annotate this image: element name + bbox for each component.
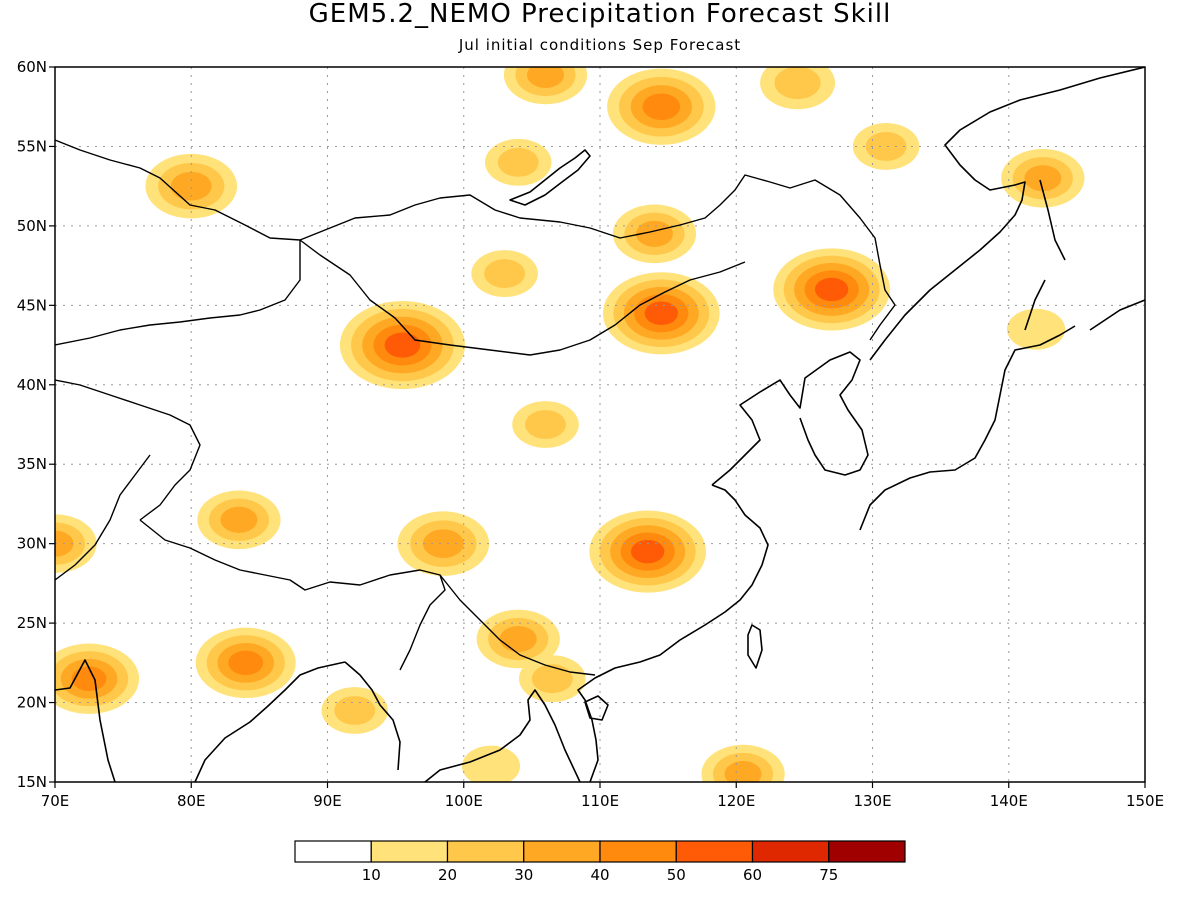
skill-contour-fill [484, 259, 526, 288]
skill-contour-fill [499, 625, 537, 653]
skill-contour-fill [170, 171, 212, 201]
lat-tick-label: 55N [17, 137, 47, 155]
lake-baikal [509, 149, 591, 206]
colorbar-tick-label: 75 [819, 866, 838, 884]
map-gridlines [55, 67, 1145, 782]
lat-tick-label: 35N [17, 455, 47, 473]
figure-title: GEM5.2_NEMO Precipitation Forecast Skill [309, 0, 892, 29]
skill-contour-fill [724, 761, 762, 782]
map-coastlines [55, 67, 1145, 782]
skill-shading [55, 67, 1085, 782]
skill-contour-fill [531, 664, 573, 694]
skill-contour-fill [527, 67, 564, 88]
coastline-japan [859, 279, 1076, 531]
border-central-asia [55, 240, 301, 521]
skill-contour-fill [422, 529, 464, 558]
colorbar-swatch [751, 840, 830, 863]
border-mongolia [299, 239, 746, 356]
lat-tick-label: 40N [17, 376, 47, 394]
colorbar-swatch [446, 840, 525, 863]
skill-contour-fill [1024, 165, 1062, 192]
lon-tick-label: 80E [177, 792, 206, 810]
colorbar-swatch [675, 840, 754, 863]
skill-contour-fill [334, 696, 376, 725]
lon-tick-label: 150E [1126, 792, 1164, 810]
border-himalaya [139, 519, 446, 671]
colorbar-tick-label: 10 [362, 866, 381, 884]
colorbar-swatch [599, 840, 677, 863]
skill-contour-fill [497, 147, 539, 177]
colorbar: 10 20 30 40 50 60 75 [294, 840, 906, 884]
skill-contour-fill [644, 301, 678, 326]
coastline-india [55, 659, 346, 782]
coastline-taiwan [747, 624, 763, 669]
colorbar-swatch [828, 840, 906, 863]
lat-tick-label: 25N [17, 614, 47, 632]
colorbar-swatch [523, 840, 601, 863]
border-russia [55, 139, 896, 341]
skill-contour-fill [642, 93, 681, 120]
skill-contour-fill [814, 277, 849, 302]
lon-tick-label: 140E [990, 792, 1028, 810]
colorbar-swatch [370, 840, 449, 863]
lat-tick-label: 20N [17, 694, 47, 712]
lat-tick-label: 45N [17, 296, 47, 314]
coastline-hainan [584, 695, 609, 721]
map-axes: 70E 80E 90E 100E 110E 120E 130E 140E 150E 15N 20N 2… [17, 58, 1164, 810]
skill-contour-fill [461, 745, 521, 782]
coastline-east-asia [711, 351, 869, 486]
lon-tick-label: 130E [853, 792, 891, 810]
lat-tick-label: 15N [17, 773, 47, 791]
colorbar-tick-label: 40 [590, 866, 609, 884]
skill-contour-fill [865, 132, 907, 161]
lon-tick-label: 110E [581, 792, 619, 810]
lon-tick-label: 70E [41, 792, 70, 810]
lon-tick-label: 100E [445, 792, 483, 810]
map-borders [55, 139, 896, 676]
skill-contour-fill [220, 506, 258, 533]
lon-tick-label: 90E [313, 792, 342, 810]
skill-contour-fill [228, 650, 264, 676]
colorbar-swatch [294, 840, 372, 863]
figure-subtitle: Jul initial conditions Sep Forecast [458, 36, 741, 54]
colorbar-tick-label: 30 [514, 866, 533, 884]
coastline-indochina [344, 484, 769, 782]
skill-contour-fill [525, 410, 566, 439]
border-pakistan [55, 454, 151, 581]
skill-contour-fill [774, 67, 821, 100]
lon-tick-label: 120E [717, 792, 755, 810]
skill-contour-fill [71, 666, 107, 691]
skill-contour-fill [631, 539, 665, 564]
colorbar-tick-label: 60 [743, 866, 762, 884]
border-south-china [439, 574, 596, 676]
lat-tick-label: 50N [17, 217, 47, 235]
coastline-far-east [869, 67, 1145, 361]
lat-tick-label: 60N [17, 58, 47, 76]
skill-contour-fill [1006, 308, 1066, 350]
lat-tick-label: 30N [17, 535, 47, 553]
skill-contour-fill [635, 220, 674, 247]
colorbar-tick-label: 50 [667, 866, 686, 884]
skill-contour-fill [384, 332, 421, 358]
colorbar-tick-label: 20 [438, 866, 457, 884]
